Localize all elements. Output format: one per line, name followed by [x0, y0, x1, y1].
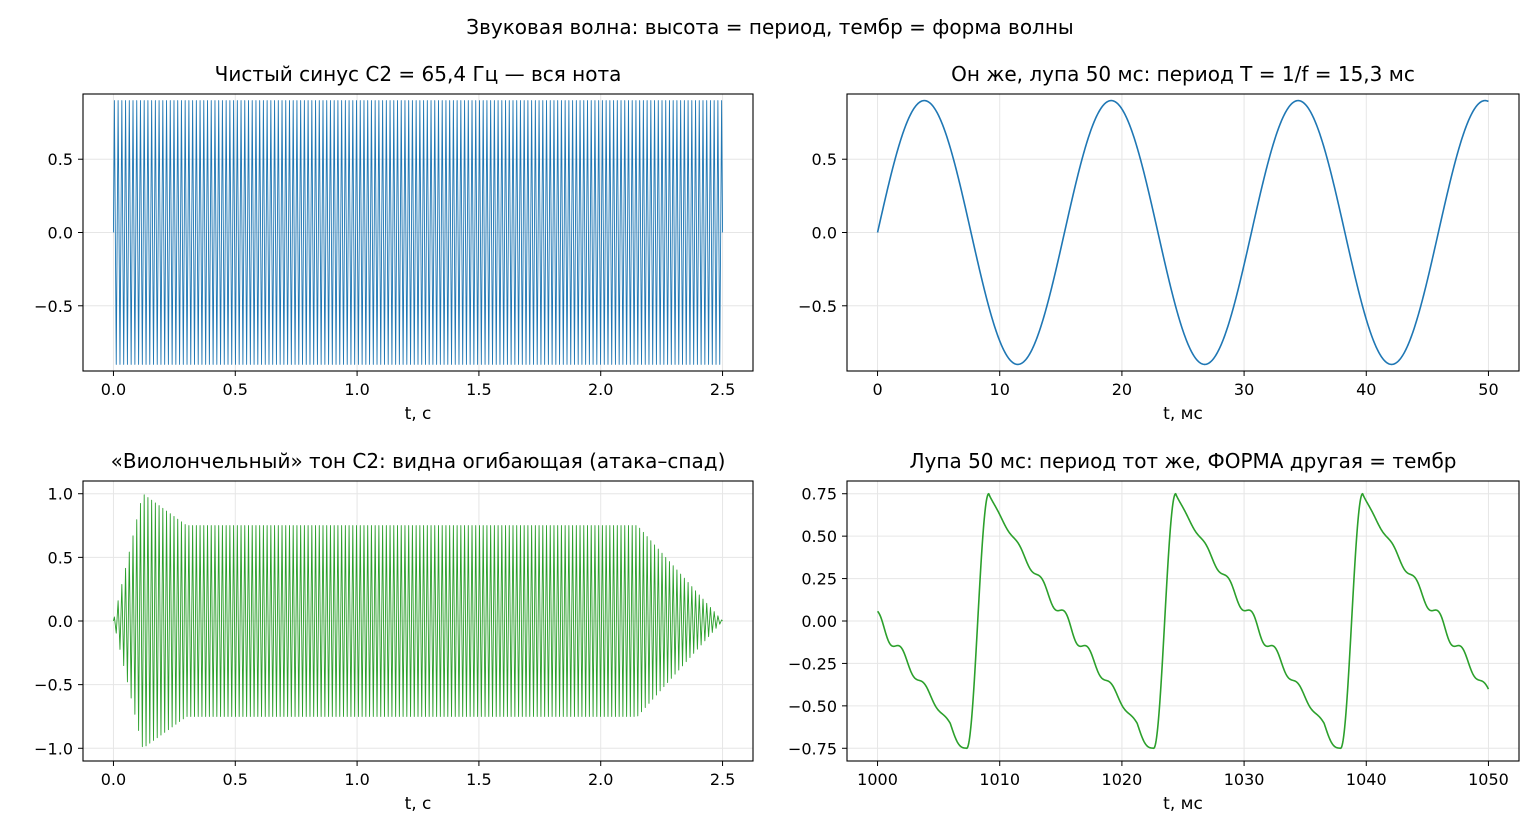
y-tick-label: −0.5 [34, 297, 73, 316]
x-axis-label: t, с [405, 794, 432, 814]
x-tick-label: 1.5 [466, 770, 491, 789]
chart-title: Чистый синус C2 = 65,4 Гц — вся нота [215, 62, 622, 86]
series-line-1 [876, 99, 1489, 366]
chart-panel-1: 0.0 0.5 1.0 1.5 2.0 2.5 −0.5 0.0 0.5 t, с Чистый с… [34, 62, 754, 424]
y-tick-label: 0.0 [812, 224, 837, 243]
x-tick-label: 1020 [1102, 770, 1143, 789]
panels: 0.0 0.5 1.0 1.5 2.0 2.5 −0.5 0.0 0.5 t, с Чистый с… [34, 62, 1520, 814]
chart-panel-2: 0 10 20 30 40 50 −0.5 0.0 0.5 t, мс Он же, лупа 50… [798, 62, 1520, 424]
x-tick-label: 20 [1112, 380, 1132, 399]
y-tick-label: −0.25 [788, 654, 837, 673]
x-tick-label: 0 [872, 380, 882, 399]
y-tick-label: −0.50 [788, 697, 837, 716]
figure-suptitle: Звуковая волна: высота = период, тембр =… [466, 15, 1073, 39]
x-tick-label: 1.0 [344, 380, 369, 399]
x-axis-label: t, с [405, 404, 432, 424]
x-tick-label: 2.5 [710, 770, 735, 789]
y-tick-label: 0.5 [48, 150, 73, 169]
x-tick-label: 0.5 [223, 770, 248, 789]
y-tick-label: 0.5 [812, 150, 837, 169]
x-axis-label: t, мс [1163, 404, 1203, 424]
y-tick-label: 0.00 [801, 612, 837, 631]
y-tick-label: 0.0 [48, 612, 73, 631]
x-tick-label: 1050 [1468, 770, 1509, 789]
chart-panel-4: 1000 1010 1020 1030 1040 1050 −0.75 −0.50 −0.25 0… [788, 449, 1520, 814]
y-tick-label: 0.25 [801, 570, 837, 589]
y-tick-label: −0.5 [34, 676, 73, 695]
x-tick-label: 1.5 [466, 380, 491, 399]
x-tick-label: 10 [990, 380, 1010, 399]
y-tick-label: 0.50 [801, 527, 837, 546]
x-tick-label: 2.0 [588, 380, 613, 399]
x-tick-label: 1000 [857, 770, 898, 789]
series-line-1 [113, 494, 723, 748]
x-tick-label: 2.0 [588, 770, 613, 789]
x-tick-label: 0.0 [101, 770, 126, 789]
y-tick-label: −0.75 [788, 739, 837, 758]
x-tick-label: 50 [1478, 380, 1498, 399]
y-tick-label: 1.0 [48, 485, 73, 504]
chart-panel-3: 0.0 0.5 1.0 1.5 2.0 2.5 −1.0 −0.5 0.0 0.5 1.0 t, с «… [34, 449, 754, 814]
chart-title: Лупа 50 мс: период тот же, ФОРМА другая … [910, 449, 1457, 473]
x-tick-label: 1.0 [344, 770, 369, 789]
x-tick-label: 40 [1356, 380, 1376, 399]
x-tick-label: 1040 [1346, 770, 1387, 789]
x-tick-label: 0.0 [101, 380, 126, 399]
chart-title: «Виолончельный» тон C2: видна огибающая … [111, 449, 726, 473]
x-tick-label: 0.5 [223, 380, 248, 399]
series-line-1 [113, 100, 723, 365]
x-tick-label: 1030 [1224, 770, 1265, 789]
y-tick-label: 0.5 [48, 548, 73, 567]
x-tick-label: 1010 [979, 770, 1020, 789]
chart-title: Он же, лупа 50 мс: период T = 1/f = 15,3… [951, 62, 1415, 86]
x-axis-label: t, мс [1163, 794, 1203, 814]
y-tick-label: 0.75 [801, 485, 837, 504]
y-tick-label: −0.5 [798, 297, 837, 316]
x-tick-label: 2.5 [710, 380, 735, 399]
y-tick-label: −1.0 [34, 739, 73, 758]
y-tick-label: 0.0 [48, 224, 73, 243]
series-line-1 [876, 492, 1490, 750]
x-tick-label: 30 [1234, 380, 1254, 399]
